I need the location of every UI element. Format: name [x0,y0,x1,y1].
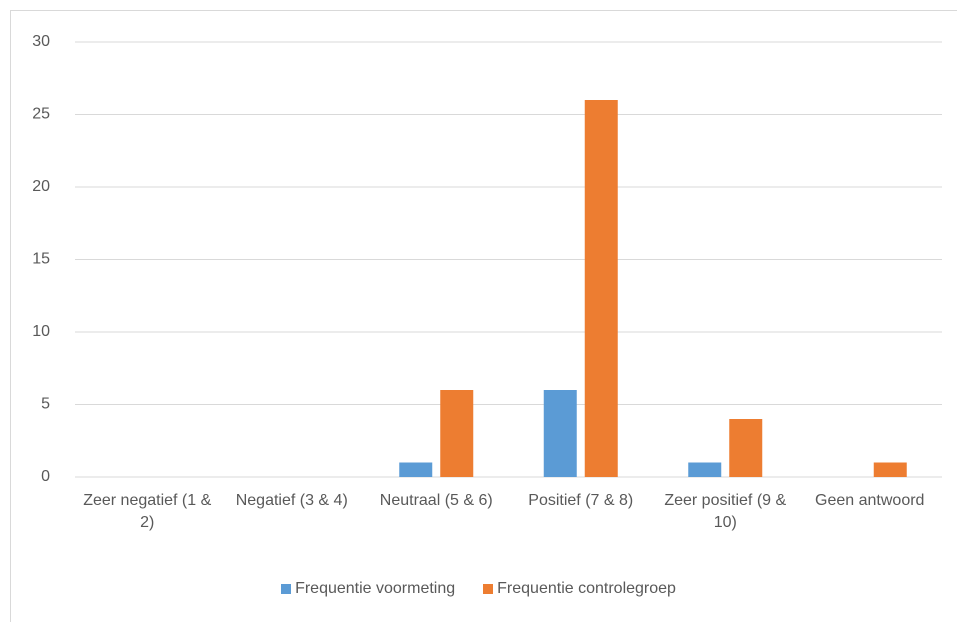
legend-swatch [483,584,494,594]
y-tick-label: 5 [41,396,50,413]
y-tick-label: 0 [41,468,50,485]
y-tick-label: 15 [32,251,50,268]
bar [729,419,763,477]
legend-item: Frequentie controlegroep [483,580,676,598]
bar [688,462,722,477]
legend-label: Frequentie voormeting [295,580,456,597]
legend-label: Frequentie controlegroep [497,580,676,597]
x-tick-label: Positief (7 & 8) [528,492,634,509]
x-tick-label: Zeer positief (9 & 10) [664,492,787,531]
x-tick-label: Neutraal (5 & 6) [379,492,493,509]
y-tick-label: 25 [32,106,50,123]
legend: Frequentie voormeting Frequentie controle… [0,580,957,598]
bar [543,390,577,477]
legend-swatch [281,584,292,594]
chart-border [10,10,957,622]
bar [584,100,618,477]
bar [440,390,474,477]
y-tick-label: 10 [32,323,50,340]
legend-item: Frequentie voormeting [281,580,455,598]
y-tick-label: 20 [32,178,50,195]
y-tick-label: 30 [32,33,50,50]
x-tick-label: Geen antwoord [815,492,925,509]
bar [873,462,907,477]
x-tick-label: Zeer negatief (1 & 2) [83,492,212,531]
x-tick-label: Negatief (3 & 4) [235,492,348,509]
bar [399,462,433,477]
